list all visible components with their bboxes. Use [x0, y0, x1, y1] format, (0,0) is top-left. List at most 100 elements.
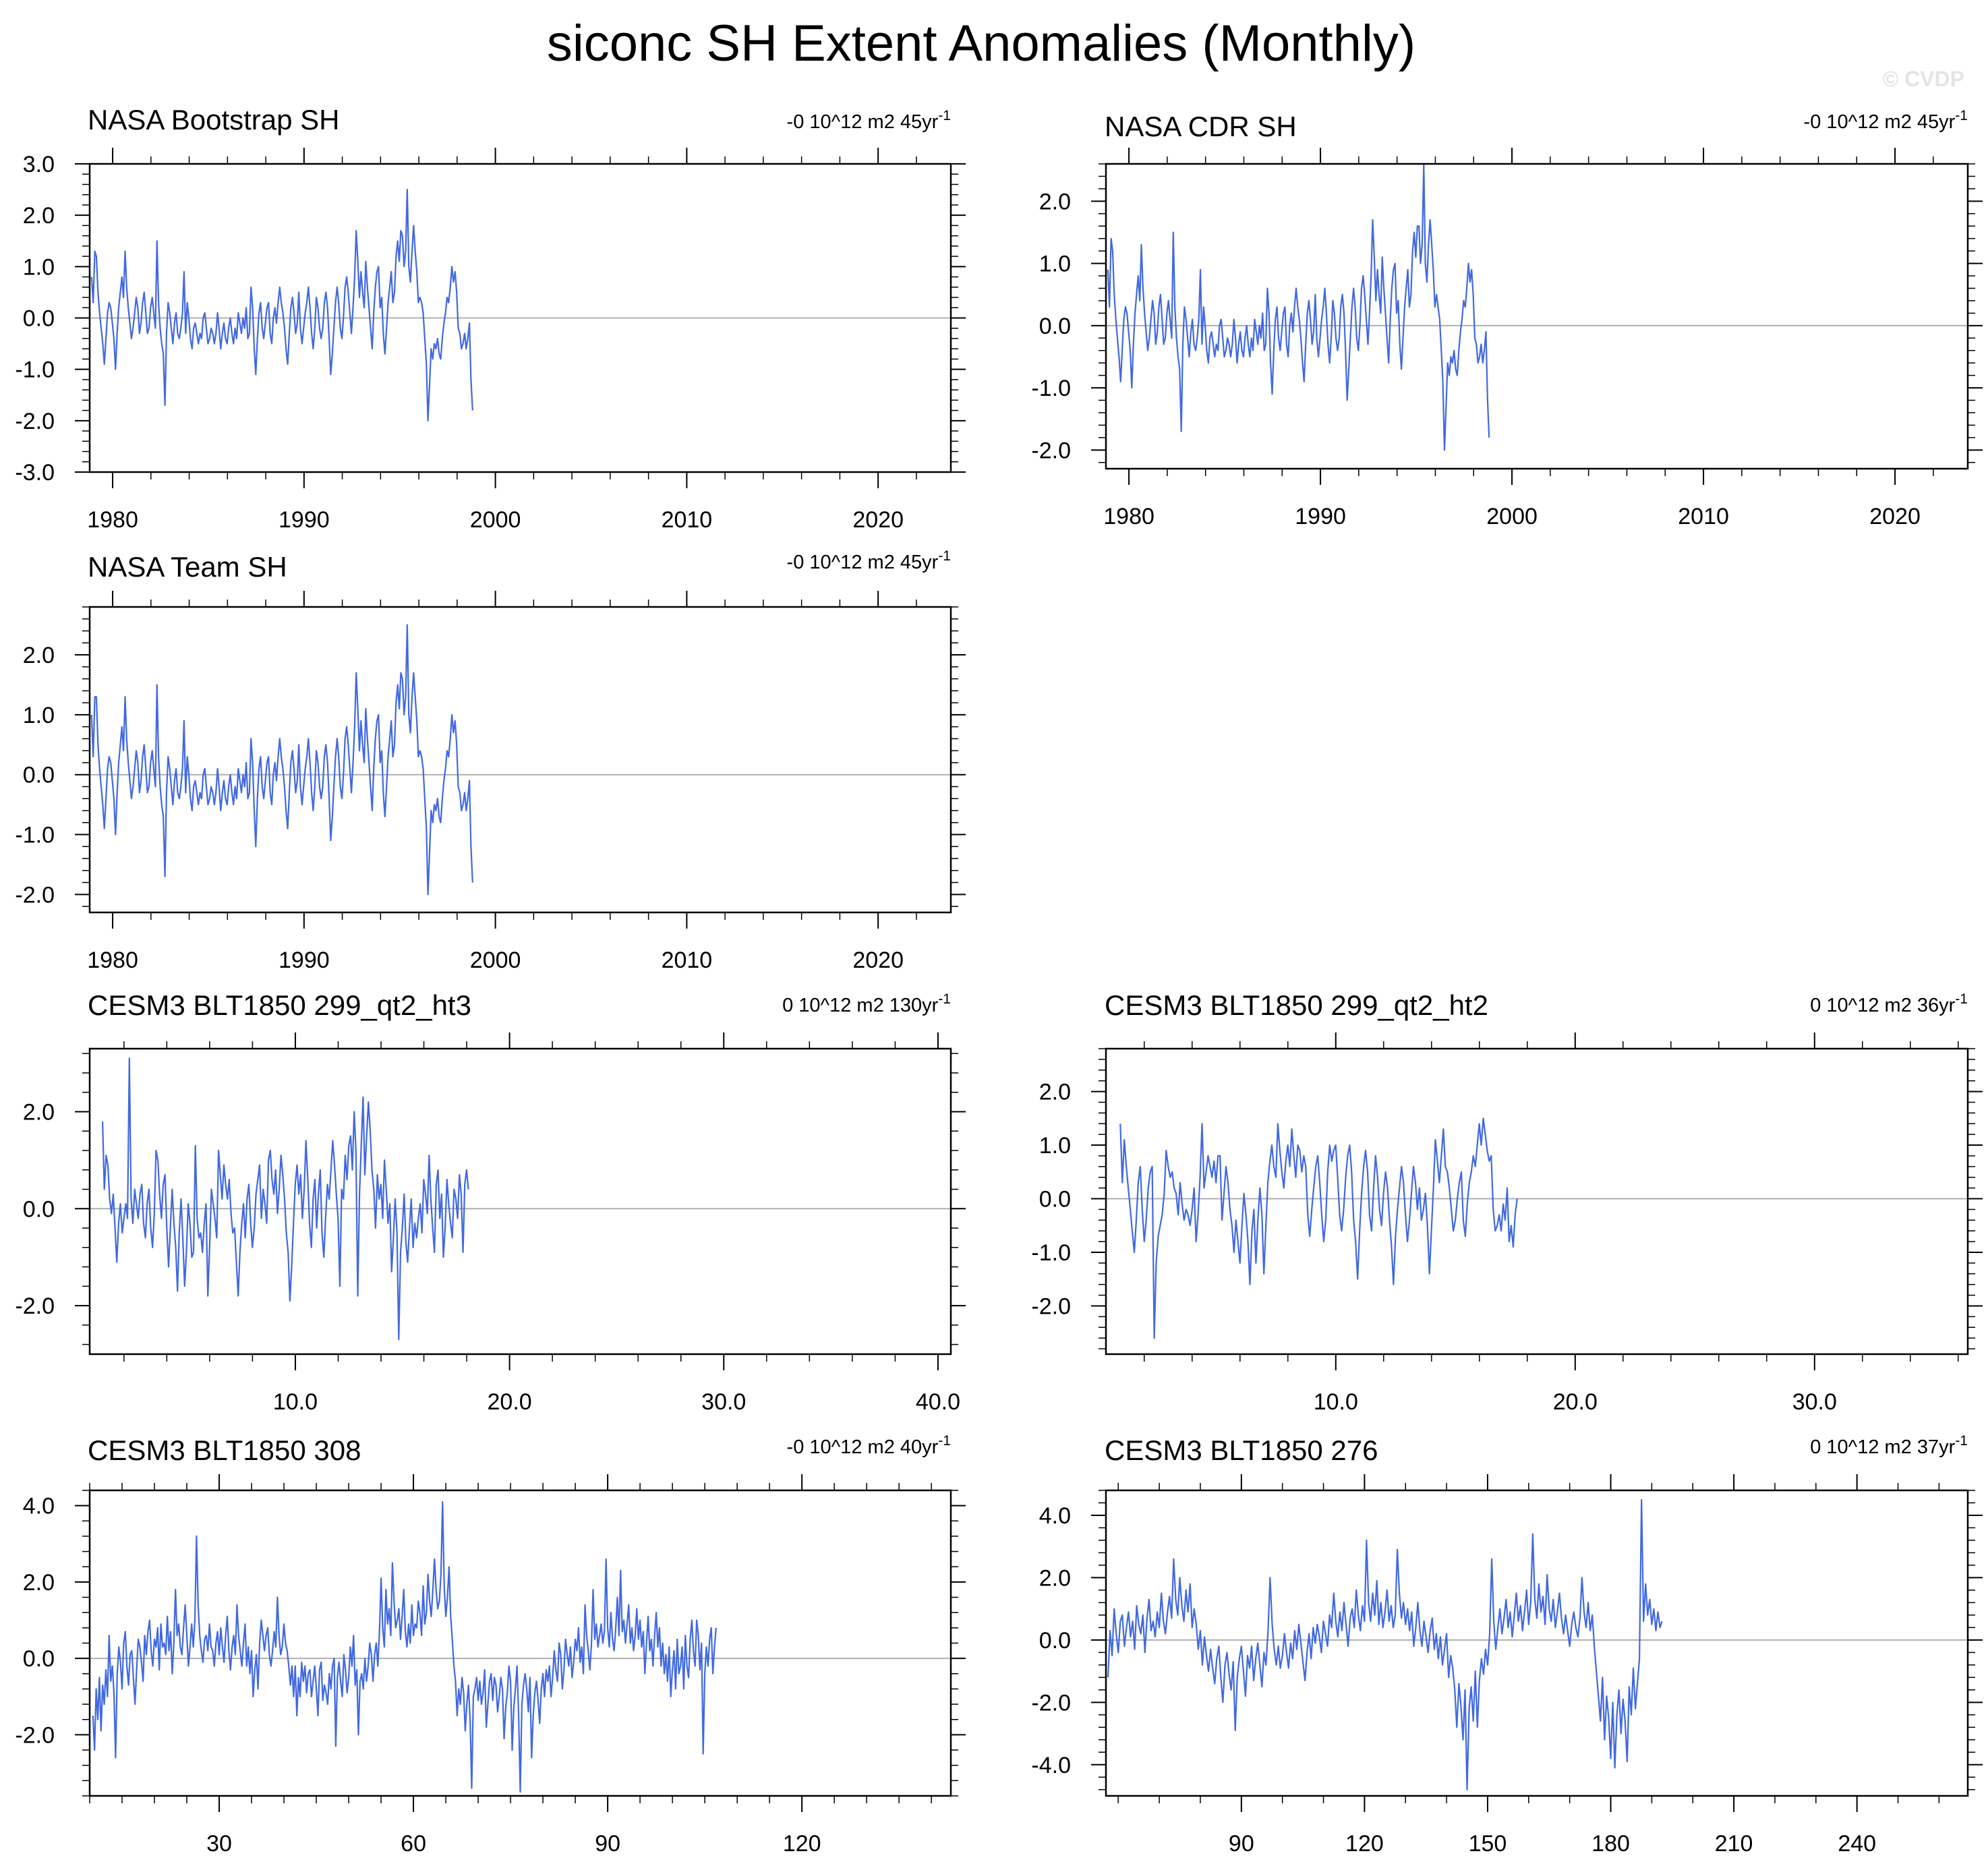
y-tick-label: 0.0 [23, 763, 55, 788]
y-tick-label: 1.0 [1039, 1133, 1071, 1159]
y-tick-label: 2.0 [1039, 1565, 1071, 1591]
x-tick-label: 2000 [1486, 504, 1538, 529]
y-tick-label: 2.0 [1039, 189, 1071, 214]
trend-text: -0 10^12 m2 45yr [787, 552, 939, 573]
series-line [102, 1057, 469, 1341]
y-tick-label: -1.0 [15, 823, 55, 848]
panel-title: CESM3 BLT1850 308 [88, 1434, 361, 1466]
panel-title: NASA CDR SH [1105, 111, 1297, 142]
trend-exponent: -1 [938, 548, 951, 564]
y-tick-label: 0.0 [1039, 1628, 1071, 1654]
plot-frame [88, 606, 952, 914]
series-line [1119, 1117, 1518, 1339]
x-tick-label: 60 [401, 1831, 426, 1857]
y-tick-label: -2.0 [15, 1722, 55, 1748]
panel-1: NASA Bootstrap SH -0 10^12 m2 45yr-1 3.0 2.… [15, 104, 966, 533]
trend-exponent: -1 [938, 991, 951, 1007]
trend-text: -0 10^12 m2 45yr [1804, 111, 1956, 133]
x-tick-label: 1980 [1103, 504, 1154, 529]
series-line [92, 1500, 717, 1793]
x-tick-label: 30.0 [1792, 1389, 1837, 1415]
trend-exponent: -1 [1955, 991, 1968, 1007]
panel-title: NASA Bootstrap SH [88, 104, 340, 136]
x-tick-label: 20.0 [488, 1389, 532, 1415]
y-tick-label: 0.0 [1039, 314, 1071, 339]
y-tick-label: 0.0 [23, 1196, 55, 1222]
panel-title: CESM3 BLT1850 276 [1105, 1434, 1378, 1466]
trend-exponent: -1 [1955, 1433, 1968, 1449]
x-tick-label: 210 [1715, 1831, 1753, 1857]
trend-label: -0 10^12 m2 45yr-1 [787, 108, 951, 133]
x-tick-label: 2000 [470, 507, 521, 533]
plot-frame [88, 1047, 952, 1355]
panel-title: CESM3 BLT1850 299_qt2_ht2 [1105, 989, 1488, 1021]
series-line [1107, 1498, 1663, 1790]
trend-label: -0 10^12 m2 45yr-1 [787, 548, 951, 573]
trend-label: -0 10^12 m2 45yr-1 [1804, 108, 1968, 133]
x-tick-label: 150 [1469, 1831, 1507, 1857]
panels: NASA Bootstrap SH -0 10^12 m2 45yr-13.02.… [15, 104, 1983, 1857]
x-tick-label: 1980 [87, 947, 138, 973]
plot-frame [88, 1489, 952, 1797]
panel-7: CESM3 BLT1850 276 0 10^12 m2 37yr-1 4.0 2.0… [1031, 1433, 1983, 1857]
trend-label: 0 10^12 m2 130yr-1 [782, 991, 951, 1016]
plot-frame [88, 163, 952, 473]
x-tick-label: 10.0 [273, 1389, 318, 1415]
panel-6: CESM3 BLT1850 308 -0 10^12 m2 40yr-1 4.0 2.… [15, 1433, 966, 1857]
x-tick-label: 1990 [279, 507, 330, 533]
trend-text: 0 10^12 m2 37yr [1810, 1436, 1955, 1458]
x-tick-label: 2020 [1869, 504, 1921, 529]
y-tick-label: -2.0 [15, 1293, 55, 1319]
panel-4: CESM3 BLT1850 299_qt2_ht3 0 10^12 m2 130y… [15, 989, 966, 1415]
x-tick-label: 90 [1229, 1831, 1254, 1857]
y-tick-label: -1.0 [15, 357, 55, 383]
x-tick-label: 2020 [852, 947, 904, 973]
x-tick-label: 2010 [662, 507, 713, 533]
trend-text: -0 10^12 m2 40yr [787, 1436, 939, 1458]
y-tick-label: -3.0 [15, 460, 55, 486]
y-tick-label: -1.0 [1031, 376, 1071, 401]
y-tick-label: 1.0 [23, 703, 55, 728]
x-tick-label: 90 [595, 1831, 620, 1857]
series-line [90, 624, 473, 896]
x-tick-label: 1990 [279, 947, 330, 973]
trend-exponent: -1 [938, 1433, 951, 1449]
trend-text: 0 10^12 m2 130yr [782, 995, 939, 1016]
y-tick-label: 0.0 [23, 306, 55, 332]
plot-frame [1105, 163, 1969, 470]
y-tick-label: 2.0 [23, 1570, 55, 1596]
y-tick-label: 1.0 [1039, 252, 1071, 277]
x-tick-label: 30 [206, 1831, 232, 1857]
trend-exponent: -1 [1955, 108, 1968, 123]
trend-label: -0 10^12 m2 40yr-1 [787, 1433, 951, 1458]
y-tick-label: 1.0 [23, 254, 55, 280]
x-tick-label: 40.0 [916, 1389, 960, 1415]
trend-text: -0 10^12 m2 45yr [787, 111, 939, 133]
y-tick-label: -2.0 [1031, 1293, 1071, 1319]
trend-label: 0 10^12 m2 36yr-1 [1810, 991, 1968, 1016]
x-tick-label: 120 [783, 1831, 821, 1857]
trend-exponent: -1 [938, 108, 951, 123]
x-tick-label: 20.0 [1553, 1389, 1598, 1415]
x-tick-label: 2000 [470, 947, 521, 973]
x-tick-label: 240 [1838, 1831, 1876, 1857]
series-line [1107, 163, 1490, 451]
figure-title: siconc SH Extent Anomalies (Monthly) [547, 15, 1415, 72]
trend-label: 0 10^12 m2 37yr-1 [1810, 1433, 1968, 1458]
x-tick-label: 1980 [87, 507, 138, 533]
y-tick-label: -2.0 [1031, 438, 1071, 463]
y-tick-label: 0.0 [1039, 1187, 1071, 1213]
plot-frame [1105, 1047, 1969, 1355]
y-tick-label: 3.0 [23, 152, 55, 177]
panel-3: NASA Team SH -0 10^12 m2 45yr-1 2.0 1.0 0.0 -… [15, 548, 966, 973]
x-tick-label: 180 [1591, 1831, 1630, 1857]
plot-frame [1105, 1489, 1969, 1797]
y-tick-label: -2.0 [15, 409, 55, 434]
y-tick-label: 4.0 [1039, 1503, 1071, 1529]
panel-2: NASA CDR SH -0 10^12 m2 45yr-1 2.0 1.0 0.0 -1… [1031, 108, 1983, 529]
y-tick-label: 2.0 [23, 643, 55, 668]
panel-title: CESM3 BLT1850 299_qt2_ht3 [88, 989, 471, 1021]
x-tick-label: 1990 [1295, 504, 1346, 529]
